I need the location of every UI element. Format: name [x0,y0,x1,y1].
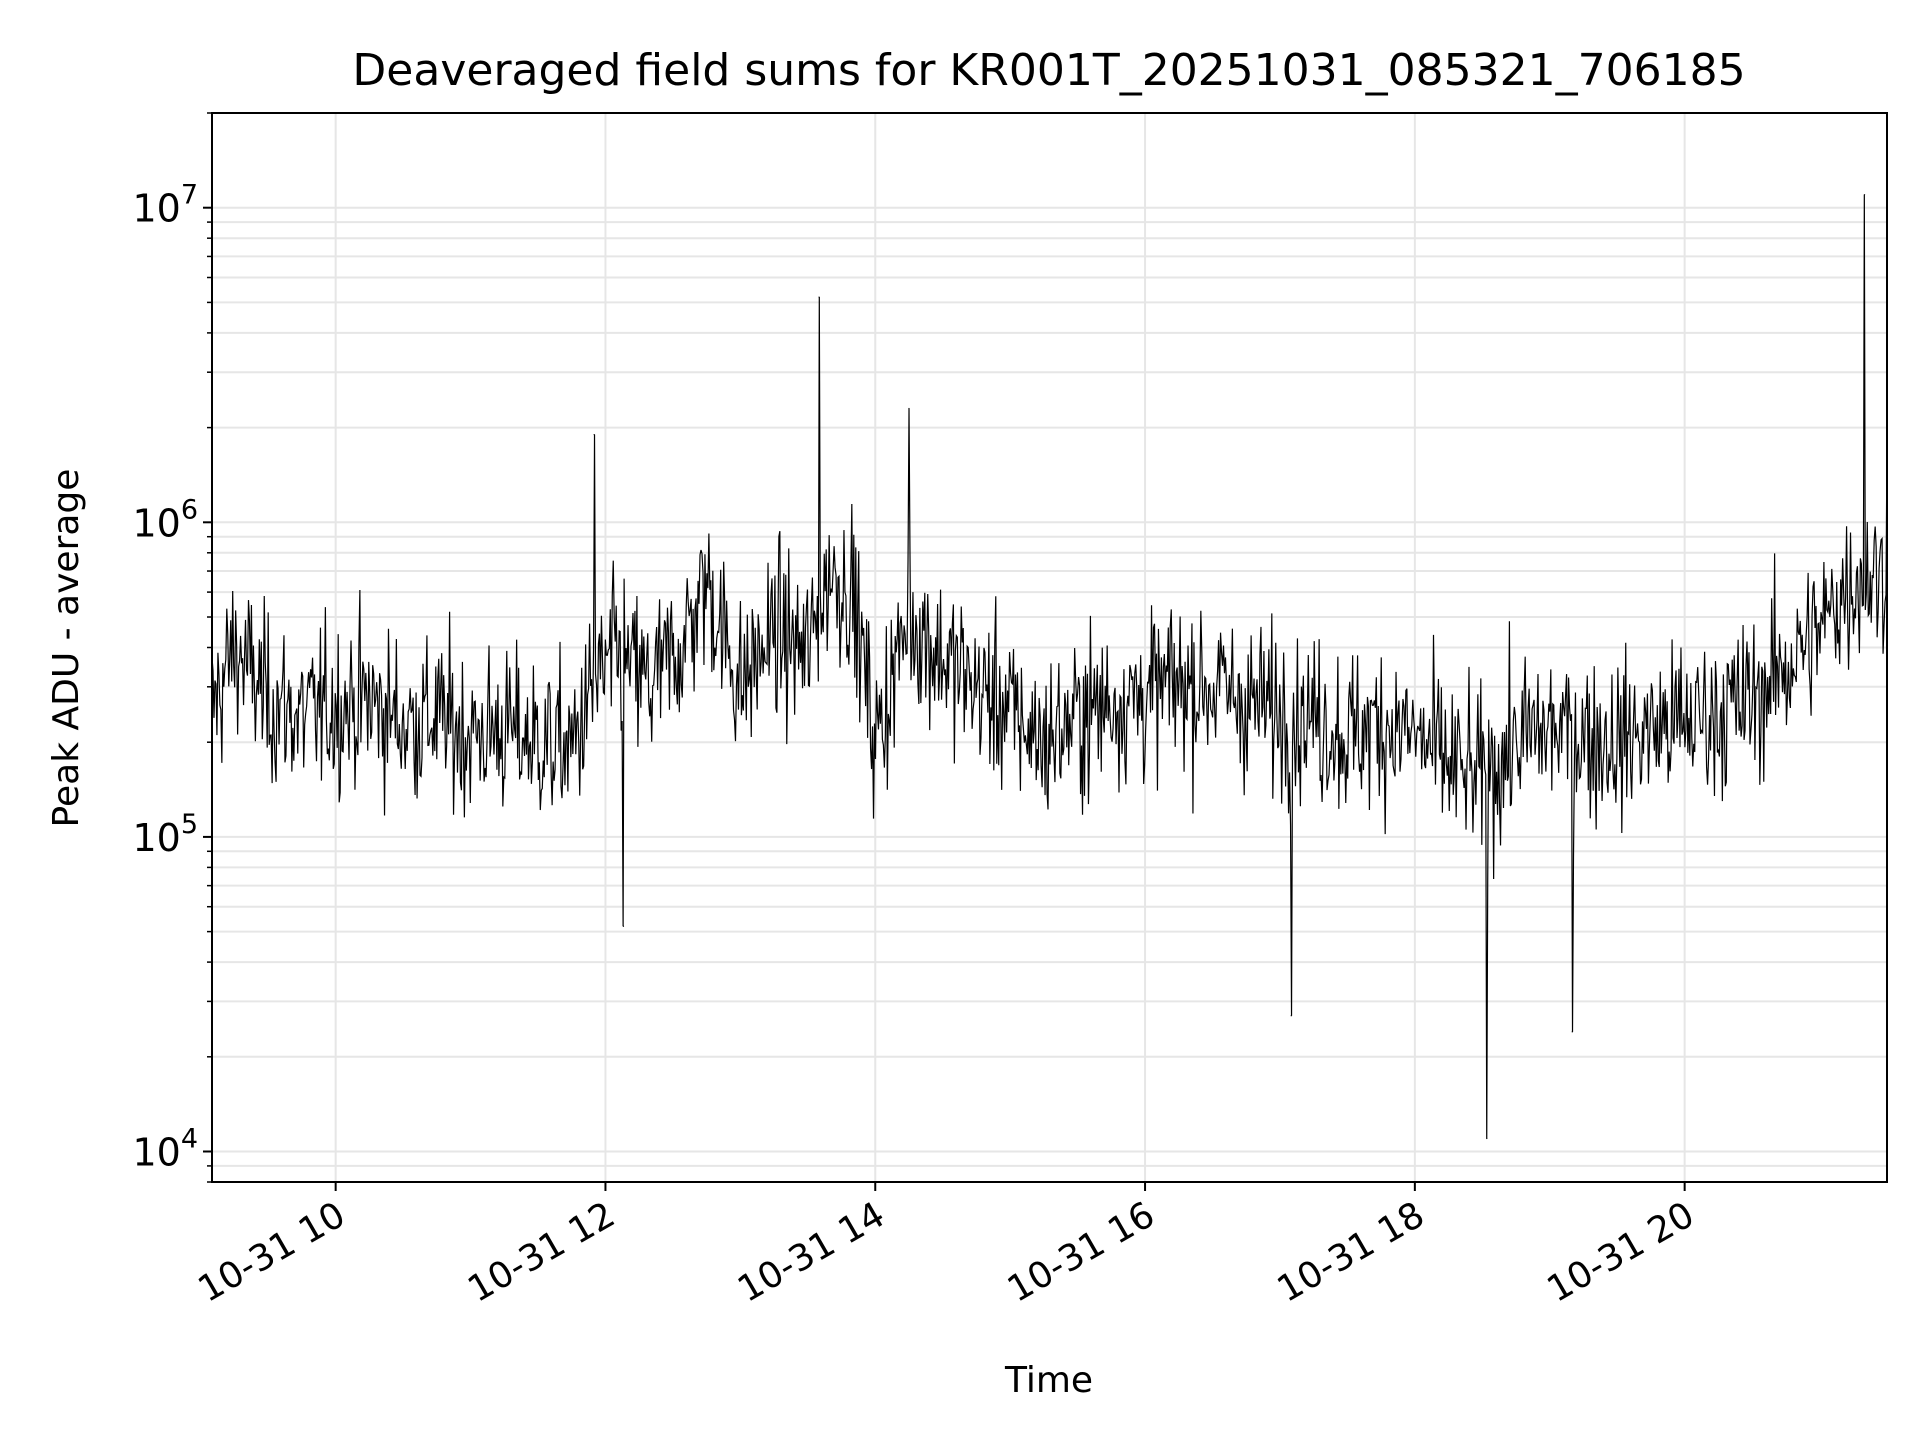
y-tick-label: 104 [132,1124,198,1175]
y-axis-ticks: 104 105 106 107 [132,112,212,1183]
plot-area [212,194,1887,1140]
extreme-point [908,407,910,410]
extreme-point [1486,1137,1488,1140]
x-axis-label: Time [1004,1360,1093,1401]
extreme-point [622,925,625,927]
extreme-point [593,434,595,436]
y-tick-label: 107 [132,180,198,231]
extreme-point [1290,1015,1292,1017]
extreme-point [1863,194,1866,196]
extreme-point [1571,1031,1573,1033]
y-axis-label: Peak ADU - average [46,469,87,828]
y-tick-label: 106 [132,494,198,545]
series-line [212,194,1887,1139]
chart-title: Deaveraged field sums for KR001T_2025103… [352,45,1745,96]
grid-lines [212,112,1887,1183]
extreme-point [818,296,820,298]
y-tick-label: 105 [132,809,198,860]
